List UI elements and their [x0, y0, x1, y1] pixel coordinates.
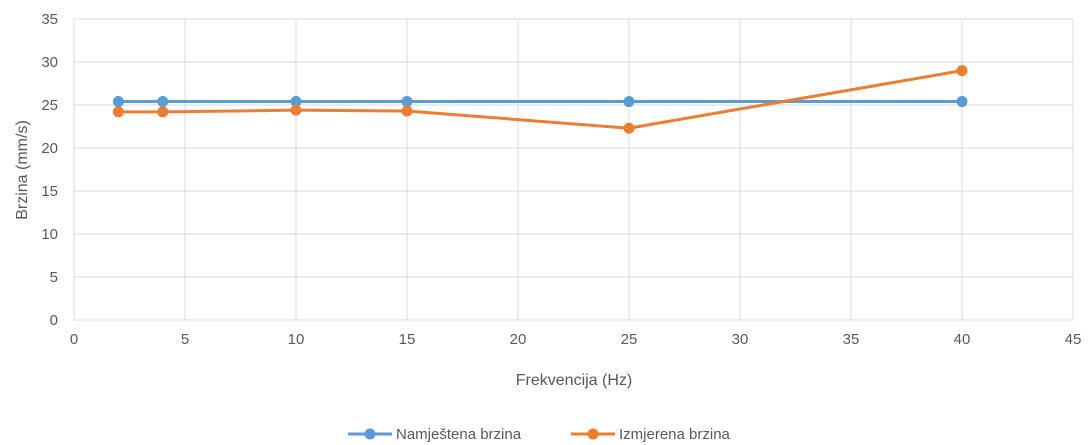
- legend-label-0: Namještena brzina: [396, 426, 522, 443]
- legend-marker-1: [587, 428, 599, 440]
- series-1-point: [956, 65, 968, 77]
- y-tick-label: 15: [41, 183, 58, 200]
- series-1-point: [401, 105, 413, 117]
- x-tick-label: 25: [621, 331, 638, 348]
- x-axis-label: Frekvencija (Hz): [516, 372, 632, 389]
- y-tick-label: 35: [41, 11, 58, 28]
- x-tick-label: 20: [510, 331, 527, 348]
- y-tick-label: 10: [41, 226, 58, 243]
- y-tick-label: 5: [50, 269, 58, 286]
- y-axis-ticks: 0 5 10 15 20 25 30 35: [41, 11, 58, 329]
- y-tick-label: 25: [41, 97, 58, 114]
- x-tick-label: 40: [954, 331, 971, 348]
- y-tick-label: 30: [41, 54, 58, 71]
- legend-label-1: Izmjerena brzina: [619, 426, 731, 443]
- y-tick-label: 20: [41, 140, 58, 157]
- series-0-point: [157, 96, 169, 108]
- series-0-point: [112, 96, 124, 108]
- x-tick-label: 0: [70, 331, 78, 348]
- x-tick-label: 10: [288, 331, 305, 348]
- legend: Namještena brzina Izmjerena brzina: [348, 426, 731, 443]
- series-1-point: [112, 106, 124, 118]
- x-tick-label: 35: [843, 331, 860, 348]
- legend-marker-0: [364, 428, 376, 440]
- series-group: [112, 65, 968, 134]
- series-line-1: [118, 69, 963, 130]
- series-1-point: [623, 122, 635, 134]
- x-tick-label: 45: [1065, 331, 1082, 348]
- series-1-point: [290, 104, 302, 116]
- x-axis-ticks: 0 5 10 15 20 25 30 35 40 45: [70, 331, 1082, 348]
- x-tick-label: 5: [181, 331, 189, 348]
- series-0-point: [401, 96, 413, 108]
- x-tick-label: 15: [399, 331, 416, 348]
- x-tick-label: 30: [732, 331, 749, 348]
- y-axis-label: Brzina (mm/s): [14, 120, 31, 220]
- series-0-point: [956, 96, 968, 108]
- series-0-point: [623, 96, 635, 108]
- grid-lines: [73, 18, 1074, 321]
- y-tick-label: 0: [50, 312, 58, 329]
- series-0-point: [290, 96, 302, 108]
- series-1-point: [157, 106, 169, 118]
